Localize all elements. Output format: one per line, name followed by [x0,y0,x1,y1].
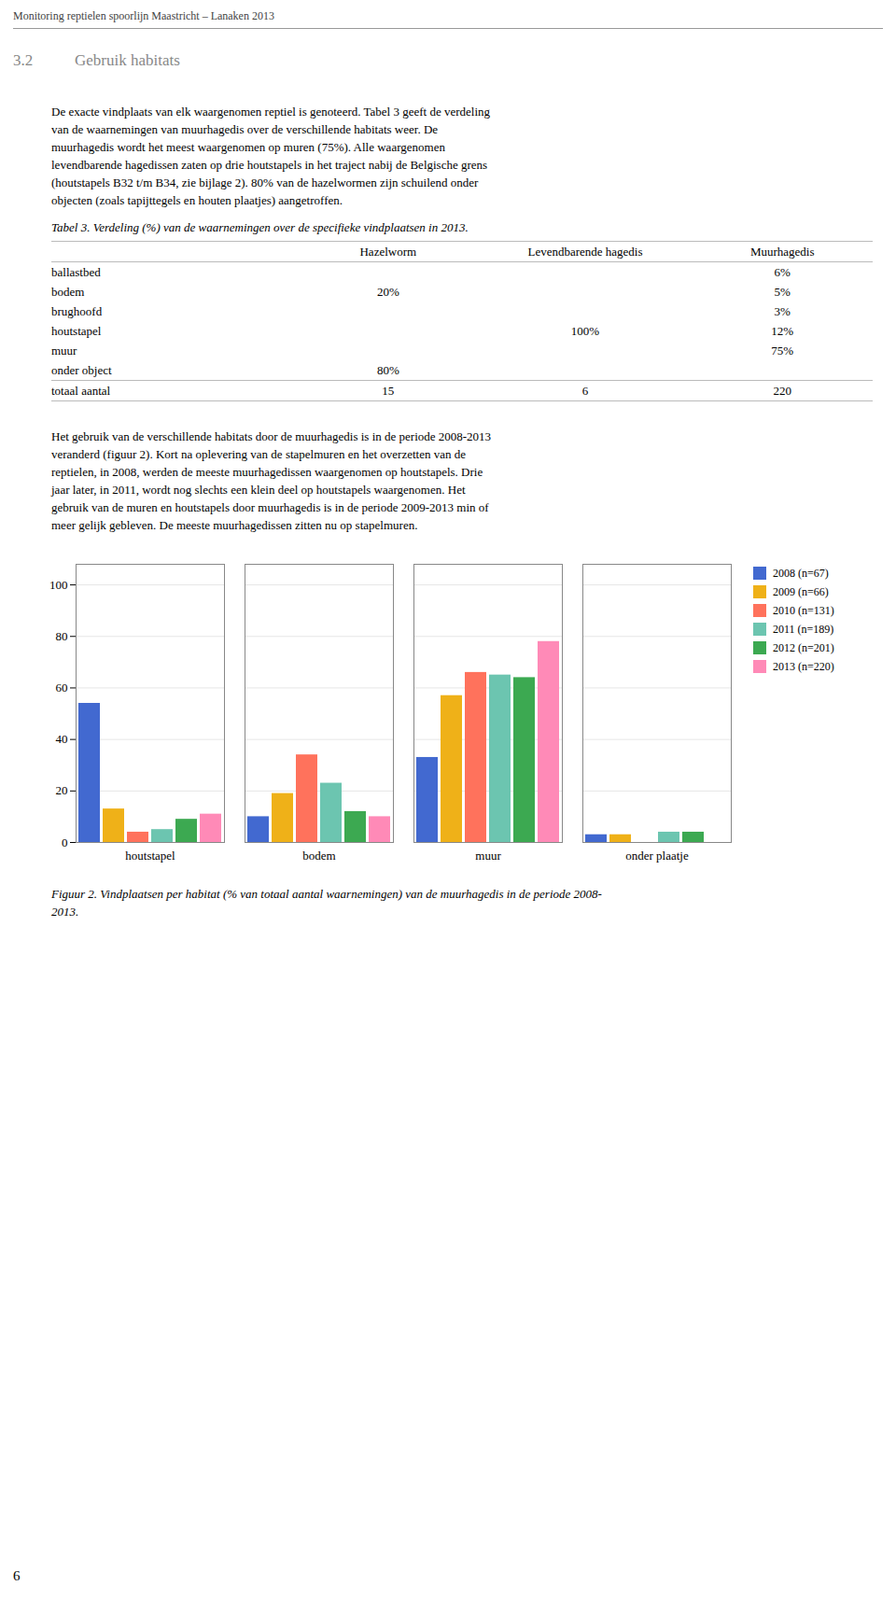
html-text:houtstapel: houtstapel [51,323,102,338]
html-text:75%: 75% [771,343,794,357]
html-text:muurhagedis wordt het meest wa: muurhagedis wordt het meest waargenomen … [51,140,446,154]
svg-text:80: 80 [56,629,69,644]
html-text:Hazelworm: Hazelworm [359,244,417,259]
html-text:muur: muur [51,343,77,357]
svg-text:20: 20 [56,783,69,798]
html-text:brughoofd: brughoofd [51,303,102,318]
svg-text:muur: muur [475,848,502,863]
svg-text:60: 60 [56,680,69,695]
html-text:ballastbed: ballastbed [51,264,101,279]
svg-text:40: 40 [56,731,69,746]
html-text:Muurhagedis: Muurhagedis [750,244,815,259]
html-text:levendbarende hagedissen zaten: levendbarende hagedissen zaten op drie h… [51,157,488,172]
html-text:jaar later, in 2011, wordt nog: jaar later, in 2011, wordt nog slechts e… [51,482,466,497]
svg-text:bodem: bodem [302,848,336,863]
html-text:20%: 20% [376,284,400,299]
html-text:2008 (n=67): 2008 (n=67) [772,566,829,580]
html-text:2012 (n=201): 2012 (n=201) [772,640,835,654]
html-text:2010 (n=131): 2010 (n=131) [772,603,835,617]
html-text:totaal aantal: totaal aantal [51,383,111,398]
html-text:220: 220 [773,383,792,398]
html-text:6: 6 [582,383,589,398]
svg-text:houtstapel: houtstapel [125,848,176,863]
html-text:veranderd (figuur 2). Kort na: veranderd (figuur 2). Kort na oplevering… [51,447,466,462]
html-text:6: 6 [13,1568,21,1583]
html-text:Tabel 3. Verdeling (%) van de: Tabel 3. Verdeling (%) van de waarneming… [51,220,469,235]
html-text:2011 (n=189): 2011 (n=189) [772,622,834,636]
html-text:2013 (n=220): 2013 (n=220) [772,659,835,673]
html-text:Levendbarende hagedis: Levendbarende hagedis [527,244,643,259]
html-text:3%: 3% [774,303,791,318]
html-text:bodem: bodem [51,284,85,299]
html-text:onder object: onder object [51,362,112,377]
html-text:Gebruik habitats: Gebruik habitats [74,51,180,70]
html-text:5%: 5% [774,284,791,299]
html-text:meer gelijk gebleven. De meest: meer gelijk gebleven. De meeste muurhage… [51,518,418,532]
html-text:15: 15 [382,383,395,398]
html-text:Figuur 2. Vindplaatsen per hab: Figuur 2. Vindplaatsen per habitat (% va… [51,886,602,901]
svg-text:0: 0 [61,835,69,850]
html-text:6%: 6% [774,264,791,279]
svg-text:100: 100 [49,577,69,592]
html-text:Het gebruik van de verschillen: Het gebruik van de verschillende habitat… [51,429,492,444]
svg-text:onder plaatje: onder plaatje [625,848,689,863]
html-text:2013.: 2013. [51,904,79,919]
html-text:De exacte vindplaats van elk w: De exacte vindplaats van elk waargenomen… [51,104,490,119]
html-text:12%: 12% [771,323,794,338]
html-text:80%: 80% [376,362,400,377]
html-text:reptielen, in 2008, werden de: reptielen, in 2008, werden de meeste muu… [51,464,483,479]
html-text:objecten (zoals tapijttegels e: objecten (zoals tapijttegels en houten p… [51,193,343,208]
html-text:van de waarnemingen van muurha: van de waarnemingen van muurhagedis over… [51,122,438,137]
html-text:(houtstapels B32 t/m B34, zie: (houtstapels B32 t/m B34, zie bijlage 2)… [51,175,479,190]
html-text:100%: 100% [571,323,600,338]
html-text:3.2: 3.2 [13,51,33,70]
html-text:Monitoring reptielen spoorlijn: Monitoring reptielen spoorlijn Maastrich… [13,9,275,23]
html-text:gebruik van de muren en houtst: gebruik van de muren en houtstapels door… [51,500,489,515]
html-text:2009 (n=66): 2009 (n=66) [772,584,829,598]
